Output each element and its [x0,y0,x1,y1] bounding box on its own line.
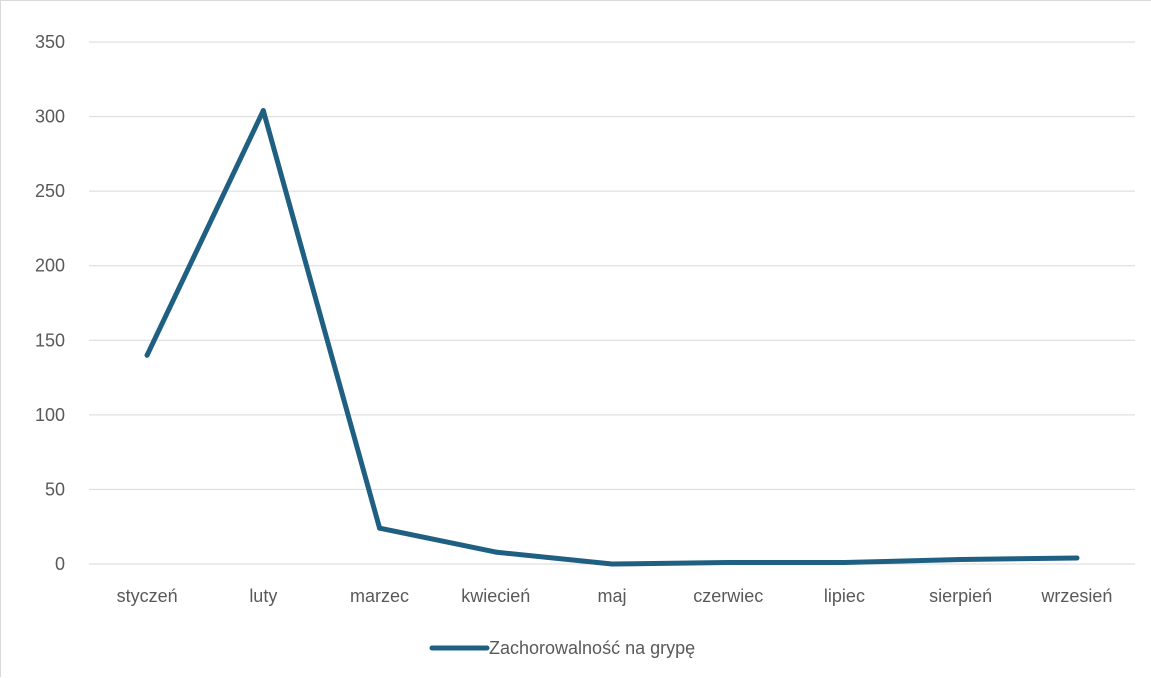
x-tick-label: sierpień [929,586,992,606]
data-point [841,560,847,566]
data-point [1074,555,1080,561]
x-tick-label: kwiecień [461,586,530,606]
legend-label: Zachorowalność na grypę [489,638,695,658]
y-tick-label: 100 [35,405,65,425]
data-point [144,352,150,358]
x-tick-label: czerwiec [693,586,763,606]
data-point [725,560,731,566]
series-line [144,108,1080,567]
y-tick-label: 50 [45,479,65,499]
data-point [377,525,383,531]
x-tick-label: luty [249,586,277,606]
y-tick-label: 300 [35,107,65,127]
y-axis-tick-labels: 0 50 100 150 200 250 300 350 [35,32,65,574]
x-tick-label: wrzesień [1040,586,1112,606]
y-tick-label: 250 [35,181,65,201]
data-point [260,108,266,114]
x-axis-tick-labels: styczeń luty marzec kwiecień maj czerwiec lipi… [117,586,1113,606]
y-tick-label: 350 [35,32,65,52]
y-tick-label: 200 [35,256,65,276]
legend: Zachorowalność na grypę [429,638,695,658]
gridlines [89,41,1135,565]
series-lines [144,108,1080,567]
data-point [493,549,499,555]
x-tick-label: styczeń [117,586,178,606]
x-tick-label: marzec [350,586,409,606]
x-tick-label: lipiec [824,586,865,606]
data-point [609,561,615,567]
x-tick-label: maj [597,586,626,606]
data-point [958,557,964,563]
y-tick-label: 150 [35,330,65,350]
y-tick-label: 0 [55,554,65,574]
